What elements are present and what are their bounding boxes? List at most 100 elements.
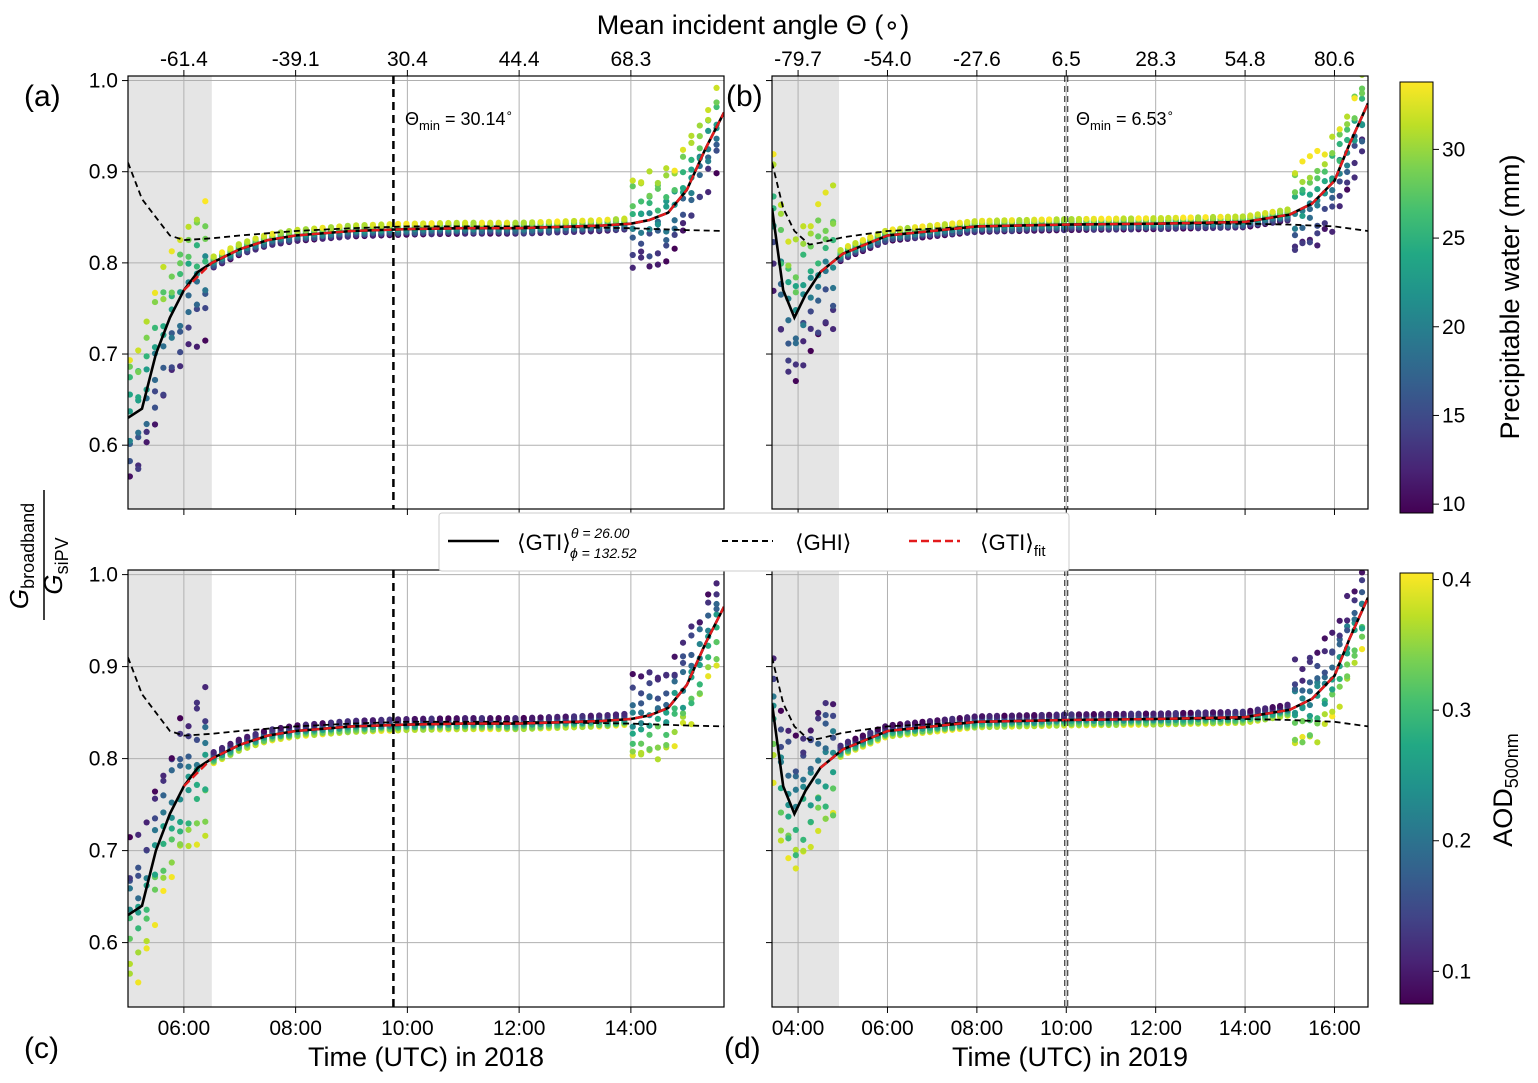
data-point: [822, 258, 829, 265]
data-point: [638, 198, 645, 205]
data-point: [949, 220, 956, 227]
data-point: [829, 284, 837, 292]
data-point: [1038, 216, 1045, 223]
data-point: [411, 715, 418, 723]
data-point: [1053, 216, 1060, 223]
data-point: [344, 222, 351, 229]
series-line-ghi: [128, 657, 724, 737]
data-point: [1135, 710, 1142, 717]
data-point: [596, 712, 603, 719]
data-point: [777, 210, 785, 217]
data-point: [654, 261, 661, 268]
data-point: [1172, 214, 1179, 221]
data-point: [1195, 214, 1202, 221]
data-point: [1142, 215, 1150, 222]
data-point: [428, 715, 435, 722]
top-tick-label: -27.6: [953, 48, 1001, 71]
data-point: [177, 328, 184, 335]
top-tick-label: -61.4: [160, 48, 208, 71]
data-point: [679, 227, 687, 234]
data-point: [168, 859, 175, 866]
data-point: [143, 366, 150, 373]
data-point: [638, 248, 645, 255]
data-point: [815, 778, 822, 785]
data-point: [629, 225, 636, 232]
data-point: [168, 364, 175, 371]
data-point: [135, 872, 142, 879]
data-point: [705, 591, 712, 598]
data-point: [503, 219, 511, 226]
data-point: [1344, 617, 1351, 624]
data-point: [815, 715, 822, 722]
data-point: [1321, 669, 1328, 676]
data-point: [168, 248, 175, 255]
data-point: [1001, 712, 1008, 719]
data-point: [822, 227, 829, 234]
data-point: [785, 727, 792, 734]
data-point: [815, 804, 822, 811]
data-point: [800, 251, 807, 258]
data-point: [792, 846, 799, 854]
data-point: [638, 673, 645, 680]
data-point: [1306, 174, 1313, 181]
data-point: [859, 236, 866, 244]
data-point: [202, 751, 209, 758]
data-point: [807, 347, 814, 355]
data-point: [202, 337, 209, 344]
data-point: [822, 286, 829, 293]
series-line-fit: [819, 597, 1368, 769]
data-point: [829, 749, 837, 756]
data-point: [1344, 113, 1351, 120]
data-point: [800, 362, 807, 369]
data-point: [1351, 115, 1358, 122]
data-point: [143, 915, 150, 922]
data-point: [128, 458, 133, 465]
data-point: [1046, 216, 1053, 223]
data-point: [800, 783, 807, 790]
data-point: [1321, 178, 1328, 185]
data-point: [629, 748, 636, 755]
data-point: [1359, 76, 1365, 78]
data-point: [579, 712, 586, 720]
data-point: [193, 242, 201, 249]
data-point: [1299, 240, 1306, 247]
data-point: [792, 377, 799, 385]
data-point: [168, 799, 175, 806]
data-point: [679, 653, 687, 660]
series-line-fit: [183, 111, 724, 292]
data-point: [1306, 179, 1313, 186]
colorbar-tick-label: 15: [1442, 404, 1465, 427]
data-point: [177, 251, 184, 258]
data-point: [202, 818, 209, 825]
data-point: [512, 219, 519, 226]
data-point: [663, 242, 670, 249]
data-point: [772, 740, 777, 748]
data-point: [235, 736, 242, 743]
data-point: [193, 343, 201, 350]
data-point: [713, 170, 720, 177]
data-point: [1344, 661, 1351, 668]
data-point: [1232, 213, 1239, 220]
data-point: [815, 757, 822, 764]
data-point: [1060, 711, 1068, 718]
data-point: [202, 304, 209, 312]
colorbar-tick-label: 0.1: [1442, 960, 1471, 983]
data-point: [143, 439, 150, 446]
series-lines: [772, 597, 1368, 818]
data-point: [688, 212, 695, 219]
data-point: [705, 158, 712, 165]
colorbar-tick-label: 20: [1442, 316, 1465, 339]
data-point: [1329, 649, 1336, 656]
data-point: [1299, 687, 1306, 694]
data-point: [785, 262, 792, 269]
data-point: [713, 662, 720, 669]
data-point: [978, 713, 986, 720]
panel-d: 04:00 06:00 08:00 10:00 12:00 14:00 16:00: [766, 569, 1369, 1040]
data-point: [1083, 215, 1090, 223]
data-point: [1299, 718, 1306, 725]
data-point: [143, 819, 150, 826]
series-line-fit: [819, 102, 1368, 273]
data-point: [1217, 213, 1224, 220]
data-point: [671, 167, 678, 174]
data-point: [777, 326, 785, 333]
